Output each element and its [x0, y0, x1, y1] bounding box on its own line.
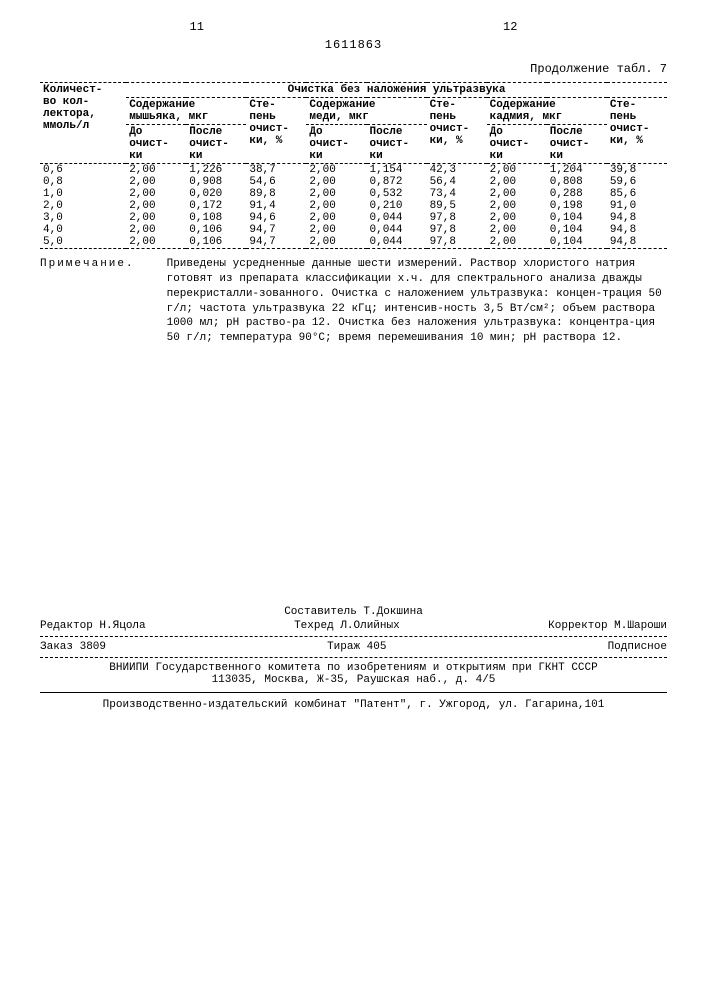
org1: ВНИИПИ Государственного комитета по изоб… — [40, 662, 667, 674]
subscription: Подписное — [608, 641, 667, 653]
copper-after: После очист- ки — [367, 125, 427, 164]
group-cadmium: Содержание кадмия, мкг — [487, 98, 607, 125]
credits-block: Составитель Т.Докшина Редактор Н.Яцола Т… — [40, 606, 667, 711]
org2: Производственно-издательский комбинат "П… — [40, 699, 667, 711]
table-row: 4,02,000,10694,72,000,04497,82,000,10494… — [40, 224, 667, 236]
page-right: 12 — [354, 20, 668, 34]
divider — [40, 692, 667, 693]
note-label: Примечание. — [40, 257, 160, 272]
table-body: 0,62,001,22638,72,001,15442,32,001,20439… — [40, 164, 667, 249]
table-row: 0,82,000,90854,62,000,87256,42,000,80859… — [40, 176, 667, 188]
divider — [40, 636, 667, 637]
table-header: Количест- во кол- лектора, ммоль/л Очист… — [40, 83, 667, 164]
note-body: Приведены усредненные данные шести измер… — [167, 257, 664, 346]
degree-arsenic: Сте- пень очист- ки, % — [246, 98, 306, 164]
copper-before: До очист- ки — [306, 125, 366, 164]
corrector: Корректор М.Шароши — [548, 620, 667, 632]
degree-copper: Сте- пень очист- ки, % — [427, 98, 487, 164]
circulation: Тираж 405 — [327, 641, 386, 653]
editor: Редактор Н.Яцола — [40, 620, 146, 632]
table-row: 3,02,000,10894,62,000,04497,82,000,10494… — [40, 212, 667, 224]
note-block: Примечание. Приведены усредненные данные… — [40, 257, 667, 346]
table-row: 5,02,000,10694,72,000,04497,82,000,10494… — [40, 236, 667, 249]
super-header: Очистка без наложения ультразвука — [126, 83, 667, 98]
group-copper: Содержание меди, мкг — [306, 98, 426, 125]
col-collector: Количест- во кол- лектора, ммоль/л — [40, 83, 126, 164]
page-numbers: 11 12 — [40, 20, 667, 34]
arsenic-after: После очист- ки — [186, 125, 246, 164]
cadmium-before: До очист- ки — [487, 125, 547, 164]
spacer — [40, 346, 667, 606]
page-left: 11 — [40, 20, 354, 34]
divider — [40, 657, 667, 658]
cadmium-after: После очист- ки — [547, 125, 607, 164]
arsenic-before: До очист- ки — [126, 125, 186, 164]
degree-cadmium: Сте- пень очист- ки, % — [607, 98, 667, 164]
compiler: Составитель Т.Докшина — [40, 606, 667, 618]
group-arsenic: Содержание мышьяка, мкг — [126, 98, 246, 125]
data-table: Количест- во кол- лектора, ммоль/л Очист… — [40, 82, 667, 249]
addr1: 113035, Москва, Ж-35, Раушская наб., д. … — [40, 674, 667, 686]
document-number: 1611863 — [40, 38, 667, 52]
table-row: 0,62,001,22638,72,001,15442,32,001,20439… — [40, 164, 667, 177]
table-row: 2,02,000,17291,42,000,21089,52,000,19891… — [40, 200, 667, 212]
table-continuation: Продолжение табл. 7 — [40, 62, 667, 76]
techred: Техред Л.Олийных — [294, 620, 400, 632]
table-row: 1,02,000,02089,82,000,53273,42,000,28885… — [40, 188, 667, 200]
order: Заказ 3809 — [40, 641, 106, 653]
